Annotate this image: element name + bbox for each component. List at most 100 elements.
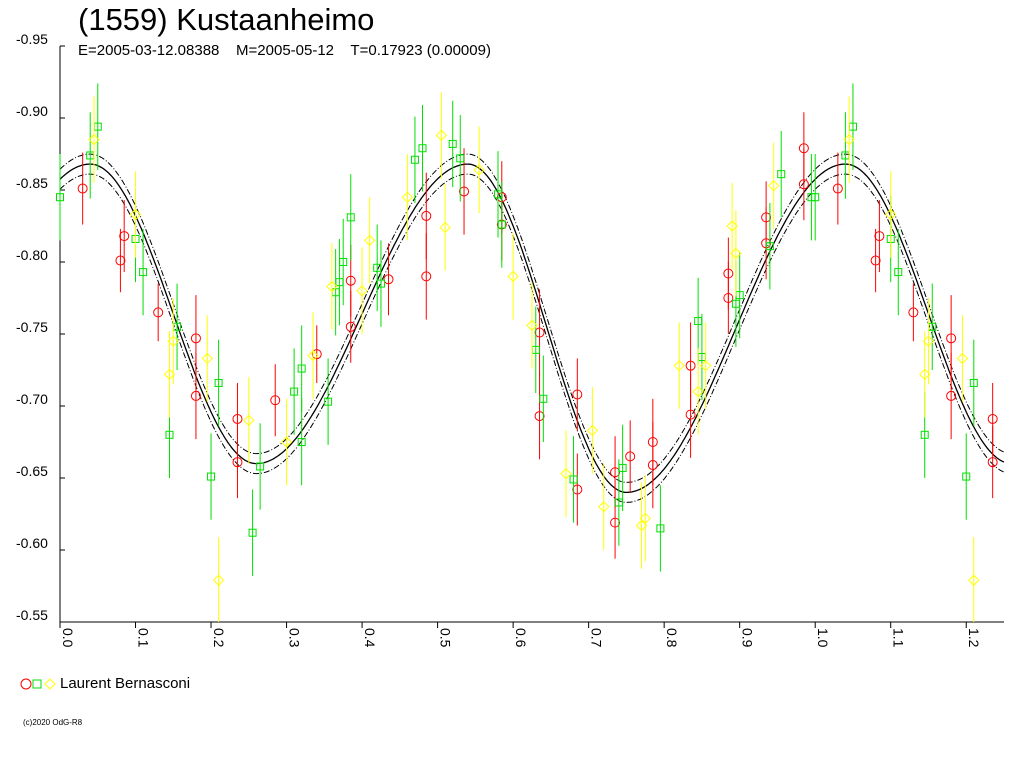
data-point-diamond xyxy=(280,436,293,448)
x-tick-label: 0.7 xyxy=(589,628,605,648)
data-point-square xyxy=(248,528,257,537)
data-point-square xyxy=(165,430,174,439)
fit-curve-upper-envelope xyxy=(59,153,1005,483)
data-point-diamond xyxy=(473,164,485,176)
data-point-circle xyxy=(383,274,394,285)
legend-circle-marker xyxy=(20,678,32,690)
data-point-diamond xyxy=(88,133,100,146)
data-point-square xyxy=(56,193,64,202)
x-tick-label: 0.9 xyxy=(740,628,756,648)
data-point-square xyxy=(811,193,820,202)
data-point-diamond xyxy=(401,191,414,203)
data-point-circle xyxy=(119,231,130,242)
data-point-circle xyxy=(874,231,885,242)
data-point-square xyxy=(297,364,306,373)
x-tick-label: 1.2 xyxy=(966,628,982,648)
data-point-circle xyxy=(232,457,243,468)
x-tick-label: 0.4 xyxy=(362,628,378,648)
x-tick-label: 0.5 xyxy=(438,628,454,648)
data-point-circle xyxy=(190,390,201,401)
series-diamond xyxy=(88,92,980,622)
data-point-diamond xyxy=(560,467,572,480)
data-point-diamond xyxy=(922,335,935,347)
data-point-diamond xyxy=(885,208,897,221)
data-point-diamond xyxy=(526,319,538,332)
x-tick-label: 0.1 xyxy=(136,628,152,648)
data-point-circle xyxy=(761,212,772,223)
y-tick-label: -0.55 xyxy=(16,607,48,623)
data-point-square xyxy=(920,430,929,439)
data-point-square xyxy=(497,220,506,229)
data-point-diamond xyxy=(730,247,742,260)
y-tick-label: -0.70 xyxy=(16,391,48,407)
data-point-diamond xyxy=(692,385,704,398)
legend-markers xyxy=(20,678,56,690)
data-point-diamond xyxy=(586,424,599,437)
y-tick-label: -0.90 xyxy=(16,103,48,119)
data-point-circle xyxy=(534,327,545,338)
data-point-diamond xyxy=(243,414,255,427)
data-point-square xyxy=(139,268,148,277)
data-point-square xyxy=(569,475,578,484)
y-tick-label: -0.60 xyxy=(16,535,48,551)
data-point-square xyxy=(539,394,548,403)
data-point-diamond xyxy=(307,349,319,362)
data-points xyxy=(56,83,998,622)
data-point-circle xyxy=(908,307,919,318)
data-point-circle xyxy=(610,517,621,528)
data-point-circle xyxy=(798,143,809,154)
data-point-diamond xyxy=(956,352,969,365)
data-point-square xyxy=(894,268,903,277)
data-point-square xyxy=(324,397,333,406)
data-point-circle xyxy=(685,360,696,371)
data-point-diamond xyxy=(673,359,685,372)
data-point-circle xyxy=(115,255,126,266)
data-point-square xyxy=(618,463,627,472)
data-point-circle xyxy=(190,333,201,344)
data-point-square xyxy=(290,387,299,396)
data-point-circle xyxy=(723,268,734,279)
series-square xyxy=(56,83,978,576)
data-point-diamond xyxy=(201,352,213,365)
data-point-square xyxy=(346,213,355,222)
x-tick-label: 1.1 xyxy=(891,628,907,648)
data-point-circle xyxy=(459,186,470,197)
data-point-square xyxy=(418,144,427,153)
axis-ticks: -0.95 -0.90 -0.85 -0.80 -0.75 -0.70 -0.65 -0.60… xyxy=(16,31,982,648)
x-tick-label: 0.6 xyxy=(513,628,529,648)
data-point-circle xyxy=(345,321,356,332)
data-point-square xyxy=(207,472,216,481)
data-point-square xyxy=(297,438,306,446)
chart-subtitle: E=2005-03-12.08388 M=2005-05-12 T=0.1792… xyxy=(78,42,491,59)
data-point-diamond xyxy=(326,280,338,293)
data-point-circle xyxy=(153,307,164,318)
data-point-circle xyxy=(270,395,281,406)
y-tick-label: -0.85 xyxy=(16,175,48,191)
data-point-square xyxy=(765,242,774,251)
data-point-circle xyxy=(946,333,957,344)
data-point-circle xyxy=(311,349,322,360)
data-point-diamond xyxy=(598,501,610,513)
y-tick-label: -0.75 xyxy=(16,319,48,335)
data-point-circle xyxy=(345,275,356,286)
data-point-circle xyxy=(232,413,243,424)
data-point-square xyxy=(376,279,385,288)
data-point-diamond xyxy=(212,574,225,586)
data-point-diamond xyxy=(843,133,855,146)
data-point-diamond xyxy=(639,512,651,525)
data-point-circle xyxy=(421,271,432,282)
data-point-square xyxy=(256,462,265,471)
data-point-diamond xyxy=(167,335,179,347)
data-point-diamond xyxy=(356,285,368,297)
data-point-circle xyxy=(77,183,88,194)
legend-square-marker xyxy=(32,679,42,689)
data-point-square xyxy=(456,154,465,163)
data-point-diamond xyxy=(363,234,376,247)
y-tick-label: -0.80 xyxy=(16,247,48,263)
y-tick-label: -0.65 xyxy=(16,463,48,479)
x-tick-label: 1.0 xyxy=(815,628,831,648)
data-point-circle xyxy=(647,437,658,447)
data-point-circle xyxy=(832,183,843,194)
fit-curve-main xyxy=(59,163,1005,494)
